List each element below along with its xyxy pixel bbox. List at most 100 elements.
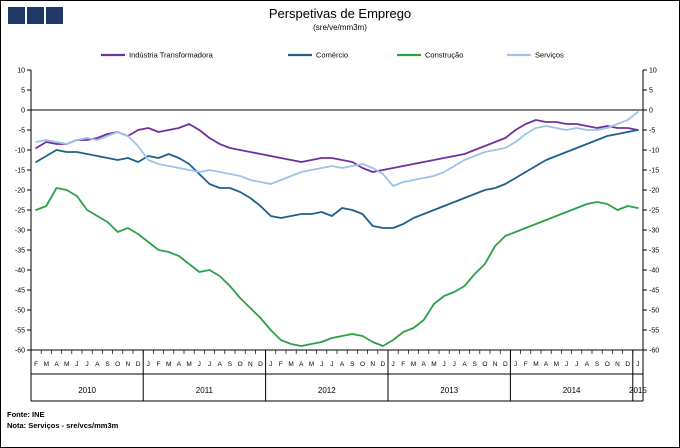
- month-label: S: [473, 361, 478, 368]
- month-label: D: [381, 361, 386, 368]
- month-label: A: [462, 361, 467, 368]
- month-label: O: [238, 361, 243, 368]
- y-axis-label-right: -5: [649, 128, 655, 135]
- y-axis-label-right: -55: [649, 328, 659, 335]
- month-label: A: [585, 361, 590, 368]
- y-axis-label-right: -40: [649, 268, 659, 275]
- month-label: N: [248, 361, 253, 368]
- y-axis-label-left: -15: [15, 168, 25, 175]
- y-axis-label-left: -55: [15, 328, 25, 335]
- y-axis-label-right: 10: [649, 68, 657, 75]
- year-label: 2012: [318, 386, 336, 395]
- year-label: 2010: [78, 386, 96, 395]
- y-axis-label-right: 0: [649, 108, 653, 115]
- y-axis-label-left: -60: [15, 348, 25, 355]
- month-label: M: [309, 361, 314, 368]
- month-label: M: [411, 361, 416, 368]
- series-line-Indústria Transformadora: [35, 119, 639, 173]
- services-note: Nota: Serviços - sre/vcs/mm3m: [7, 421, 119, 430]
- month-label: N: [126, 361, 131, 368]
- month-label: J: [391, 361, 394, 368]
- logo-square: [8, 7, 25, 24]
- y-axis-label-right: -30: [649, 228, 659, 235]
- month-label: J: [565, 361, 568, 368]
- month-label: O: [360, 361, 365, 368]
- y-axis-label-right: -35: [649, 248, 659, 255]
- month-label: F: [157, 361, 161, 368]
- month-label: J: [147, 361, 150, 368]
- month-label: M: [431, 361, 436, 368]
- month-label: F: [279, 361, 283, 368]
- y-axis-label-left: 0: [21, 108, 25, 115]
- y-axis-label-left: -5: [19, 128, 25, 135]
- y-axis-label-right: 5: [649, 88, 653, 95]
- month-label: M: [44, 361, 49, 368]
- y-axis-label-left: -45: [15, 288, 25, 295]
- y-axis-label-left: -40: [15, 268, 25, 275]
- employment-chart: 10 10 5 5 0 0 -5 -5 -10 -10 -15 -15 -20 -20 -25 -25 -30 -…: [15, 51, 659, 402]
- month-label: J: [442, 361, 445, 368]
- chart-area: 10 10 5 5 0 0 -5 -5 -10 -10 -15 -15 -20 -20 -25 -25 -30 -…: [1, 45, 679, 412]
- month-label: O: [605, 361, 610, 368]
- month-label: A: [299, 361, 304, 368]
- month-label: M: [533, 361, 538, 368]
- month-label: A: [95, 361, 100, 368]
- y-axis-label-right: -25: [649, 208, 659, 215]
- y-axis-label-left: -50: [15, 308, 25, 315]
- month-label: D: [258, 361, 263, 368]
- month-label: A: [340, 361, 345, 368]
- y-axis-label-right: -45: [649, 288, 659, 295]
- month-label: A: [54, 361, 59, 368]
- month-label: M: [186, 361, 191, 368]
- chart-footnotes: Fonte: INE Nota: Serviços - sre/vcs/mm3m: [7, 409, 118, 431]
- year-label: 2014: [563, 386, 581, 395]
- y-axis-label-left: -25: [15, 208, 25, 215]
- month-label: J: [320, 361, 323, 368]
- month-label: S: [595, 361, 600, 368]
- month-label: M: [64, 361, 69, 368]
- y-axis-label-right: -20: [649, 188, 659, 195]
- month-label: F: [401, 361, 405, 368]
- month-label: J: [198, 361, 201, 368]
- logo: [8, 7, 63, 24]
- month-label: D: [625, 361, 630, 368]
- month-label: J: [453, 361, 456, 368]
- month-label: M: [166, 361, 171, 368]
- month-label: D: [503, 361, 508, 368]
- y-axis-label-right: -60: [649, 348, 659, 355]
- month-label: M: [288, 361, 293, 368]
- month-label: J: [208, 361, 211, 368]
- month-label: O: [115, 361, 120, 368]
- source-note: Fonte: INE: [7, 410, 45, 419]
- series-line-Comércio: [35, 129, 639, 229]
- chart-title: Perspetivas de Emprego: [268, 6, 412, 21]
- month-label: J: [636, 361, 639, 368]
- month-label: N: [493, 361, 498, 368]
- month-label: O: [482, 361, 487, 368]
- y-axis-label-right: -10: [649, 148, 659, 155]
- y-axis-label-left: 10: [17, 68, 25, 75]
- month-label: N: [615, 361, 620, 368]
- year-label: 2011: [196, 386, 214, 395]
- month-label: F: [34, 361, 38, 368]
- month-label: A: [177, 361, 182, 368]
- y-axis-label-left: -35: [15, 248, 25, 255]
- month-label: A: [544, 361, 549, 368]
- legend-label: Serviços: [535, 51, 564, 60]
- legend-label: Indústria Transformadora: [129, 51, 214, 60]
- month-label: M: [554, 361, 559, 368]
- logo-square: [46, 7, 63, 24]
- series-line-Construção: [35, 187, 639, 347]
- month-label: A: [422, 361, 427, 368]
- month-label: D: [136, 361, 141, 368]
- series-line-Serviços: [35, 111, 639, 187]
- year-label: 2013: [440, 386, 458, 395]
- y-axis-label-left: -30: [15, 228, 25, 235]
- y-axis-label-right: -15: [649, 168, 659, 175]
- month-label: J: [75, 361, 78, 368]
- year-label: 2015: [629, 386, 647, 395]
- y-axis-label-left: -20: [15, 188, 25, 195]
- month-label: J: [514, 361, 517, 368]
- month-label: F: [524, 361, 528, 368]
